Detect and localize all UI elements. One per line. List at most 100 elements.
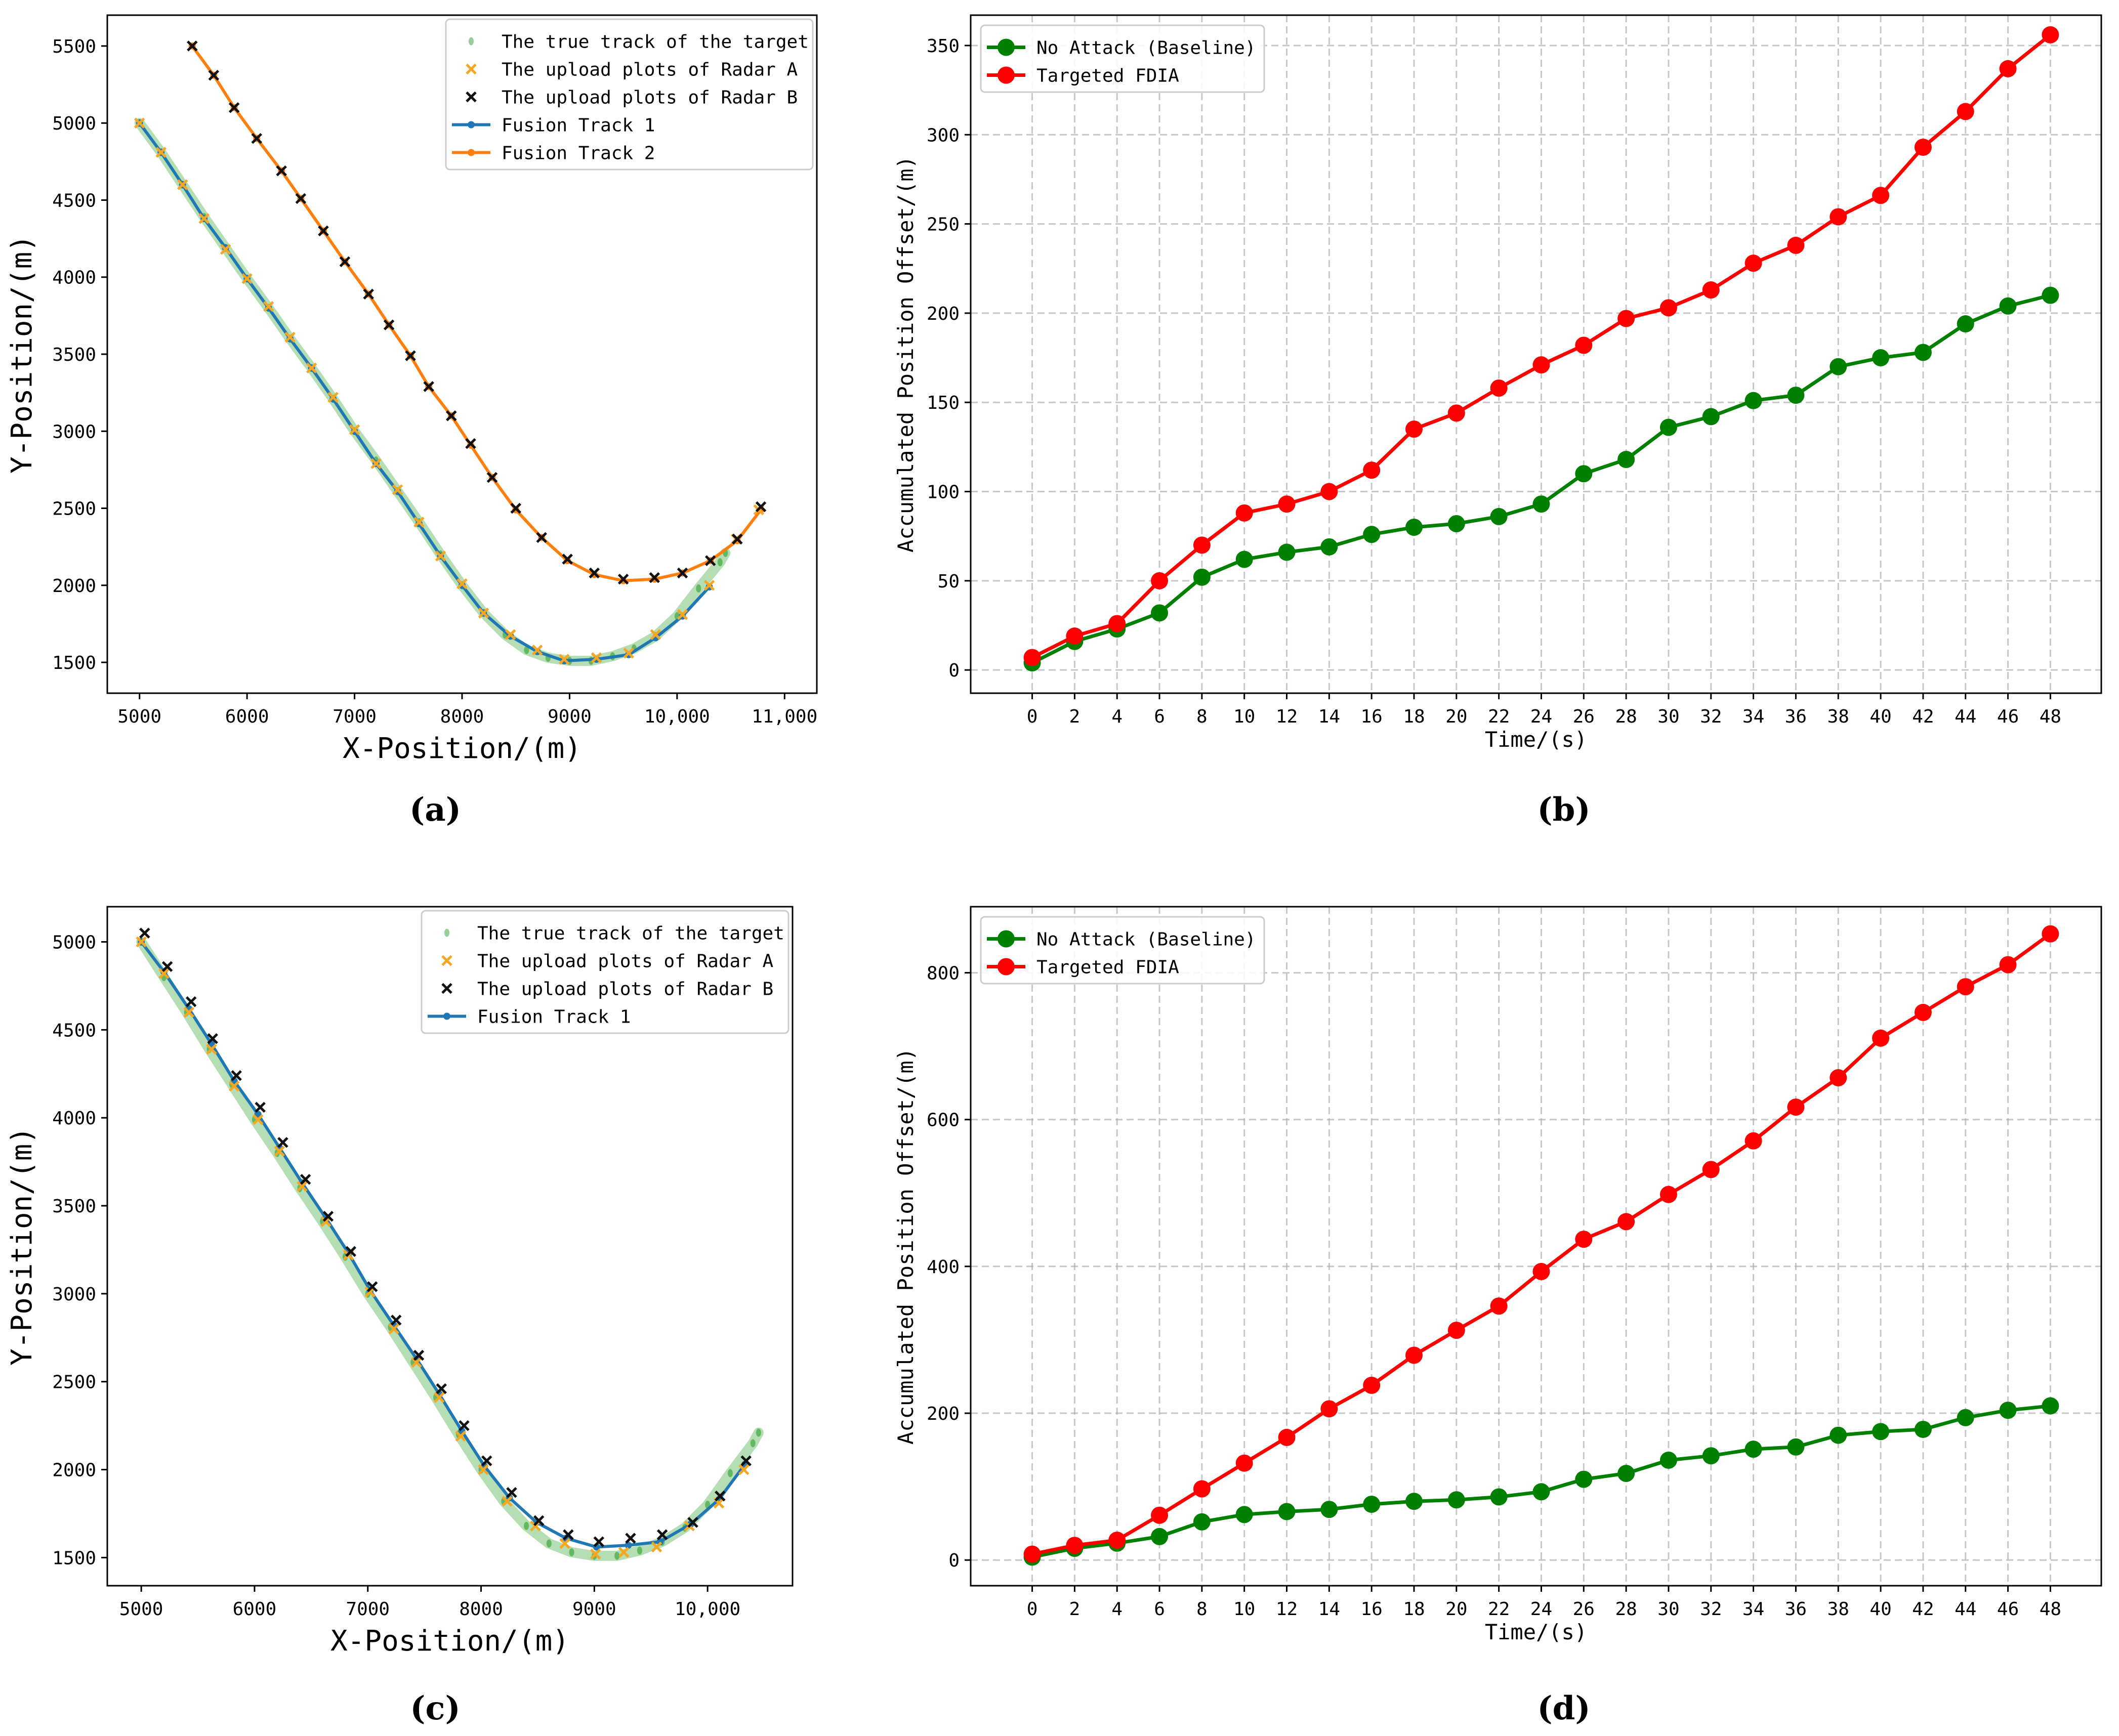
y-tick-label: 350 bbox=[927, 36, 960, 57]
caption-c: (c) bbox=[410, 1689, 461, 1727]
radar-a-plot-stroke-2 bbox=[252, 1114, 264, 1125]
radar-b-plot-stroke-2 bbox=[740, 1455, 752, 1466]
radar-a-plot bbox=[134, 117, 145, 129]
y-tick-label: 150 bbox=[927, 393, 960, 413]
radar-b-plot-stroke-2 bbox=[413, 1349, 425, 1361]
fusion-track-1-point bbox=[625, 1542, 632, 1549]
x-tick-label: 10 bbox=[1233, 1599, 1255, 1620]
radar-a-plot-stroke-2 bbox=[392, 484, 403, 495]
legend-label: The upload plots of Radar A bbox=[477, 951, 774, 972]
x-tick-label: 2 bbox=[1069, 706, 1081, 727]
y-tick-label: 200 bbox=[927, 1404, 960, 1424]
radar-a-plot bbox=[530, 1520, 541, 1532]
legend-label: The upload plots of Radar A bbox=[502, 60, 798, 80]
legend-marker-radar-b bbox=[466, 91, 477, 103]
radar-b-plot-stroke-2 bbox=[732, 533, 743, 545]
radar-a-plot-stroke-2 bbox=[155, 147, 167, 158]
radar-a-plot bbox=[703, 580, 715, 591]
radar-a-plot bbox=[220, 244, 231, 255]
radar-b-plot bbox=[208, 70, 220, 81]
no-attack-point bbox=[1957, 1409, 1974, 1426]
radar-a-plot-stroke-2 bbox=[435, 551, 446, 562]
radar-a-plot bbox=[650, 629, 661, 641]
x-tick-label: 22 bbox=[1488, 706, 1510, 727]
fdia-point bbox=[1914, 1003, 1932, 1021]
radar-a-plot-stroke-2 bbox=[531, 644, 543, 656]
legend-marker-fusion1 bbox=[443, 1012, 450, 1020]
radar-b-plot bbox=[506, 1487, 517, 1498]
x-tick-label: 10 bbox=[1233, 706, 1255, 727]
radar-b-plot bbox=[255, 1102, 266, 1113]
radar-a-plot-stroke-2 bbox=[306, 362, 317, 374]
no-attack-point bbox=[1744, 1441, 1762, 1458]
fdia-point bbox=[1787, 1098, 1805, 1116]
radar-b-plot-stroke-2 bbox=[207, 1033, 218, 1044]
x-tick-label: 4 bbox=[1111, 1599, 1123, 1620]
y-tick-label: 0 bbox=[948, 1550, 960, 1571]
fdia-point bbox=[1363, 1376, 1381, 1394]
no-attack-point bbox=[1872, 349, 1890, 367]
fdia-point bbox=[2042, 26, 2059, 44]
x-tick-label: 7000 bbox=[346, 1599, 390, 1620]
radar-a-plot bbox=[677, 609, 688, 620]
x-axis-label: Time/(s) bbox=[1485, 1620, 1587, 1644]
radar-a-plot-stroke-2 bbox=[136, 936, 147, 948]
radar-b-plot-stroke-2 bbox=[704, 555, 716, 566]
fdia-point bbox=[1193, 1480, 1211, 1498]
radar-a-plot-stroke-2 bbox=[478, 1464, 489, 1475]
no-attack-point bbox=[1914, 344, 1932, 361]
no-attack-point bbox=[1363, 1495, 1381, 1513]
radar-a-plot-stroke-2 bbox=[206, 1043, 217, 1055]
radar-b-plot-stroke-2 bbox=[231, 1070, 242, 1081]
radar-a-plot-stroke-2 bbox=[530, 1520, 541, 1532]
radar-a-plot bbox=[228, 1080, 240, 1092]
legend-label: No Attack (Baseline) bbox=[1036, 38, 1256, 59]
radar-a-plot-stroke-2 bbox=[220, 244, 231, 255]
radar-a-plot bbox=[284, 331, 296, 343]
no-attack-point bbox=[1999, 1402, 2017, 1419]
radar-a-plot bbox=[306, 362, 317, 374]
radar-a-plot bbox=[297, 1181, 308, 1192]
fdia-point bbox=[1151, 572, 1169, 589]
radar-a-plot-stroke-2 bbox=[411, 1357, 422, 1368]
panel-d: 0 2 4 6 8 10 12 14 16 18 20 22 24 26 28 30 32 34 36 38 40 42 4… bbox=[893, 906, 2102, 1644]
no-attack-point bbox=[1575, 1470, 1593, 1488]
radar-a-plot bbox=[505, 629, 516, 641]
radar-a-plot bbox=[618, 1547, 630, 1558]
radar-b-plot bbox=[339, 256, 351, 268]
radar-a-plot-stroke-2 bbox=[327, 392, 339, 403]
radar-a-plot-stroke-2 bbox=[198, 213, 210, 224]
fdia-point bbox=[1320, 483, 1338, 500]
no-attack-point bbox=[1320, 538, 1338, 556]
y-tick-label: 600 bbox=[927, 1110, 960, 1131]
x-tick-label: 9000 bbox=[548, 706, 592, 727]
x-tick-label: 22 bbox=[1488, 1599, 1510, 1620]
radar-b-plot bbox=[732, 533, 743, 545]
x-axis-label: X-Position/(m) bbox=[330, 1625, 569, 1658]
fdia-point bbox=[1108, 1532, 1126, 1549]
legend-label: The upload plots of Radar B bbox=[477, 979, 773, 1000]
no-attack-point bbox=[1235, 551, 1253, 568]
radar-b-plot-stroke-2 bbox=[345, 1246, 356, 1257]
y-tick-label: 4000 bbox=[52, 268, 96, 288]
fdia-point bbox=[1490, 1297, 1508, 1315]
legend-marker-fusion2 bbox=[468, 149, 475, 156]
radar-b-plot bbox=[481, 1455, 492, 1466]
no-attack-point bbox=[1914, 1420, 1932, 1438]
x-tick-label: 8 bbox=[1196, 706, 1208, 727]
radar-a-plot-stroke-2 bbox=[590, 1548, 601, 1560]
radar-a-plot-stroke-2 bbox=[183, 1006, 194, 1018]
fdia-point bbox=[1193, 536, 1211, 554]
radar-b-plot bbox=[562, 554, 573, 565]
radar-b-plot-stroke-2 bbox=[318, 225, 329, 237]
radar-a-plot-stroke-2 bbox=[177, 179, 188, 190]
fdia-point bbox=[1532, 356, 1550, 374]
legend-box bbox=[980, 24, 1265, 93]
no-attack-point bbox=[1659, 418, 1677, 436]
fdia-point bbox=[1787, 236, 1805, 254]
x-tick-label: 48 bbox=[2040, 706, 2061, 727]
x-tick-label: 14 bbox=[1318, 706, 1340, 727]
true-track-point bbox=[756, 1428, 761, 1437]
x-tick-label: 40 bbox=[1869, 1599, 1891, 1620]
radar-a-plot bbox=[370, 458, 382, 469]
